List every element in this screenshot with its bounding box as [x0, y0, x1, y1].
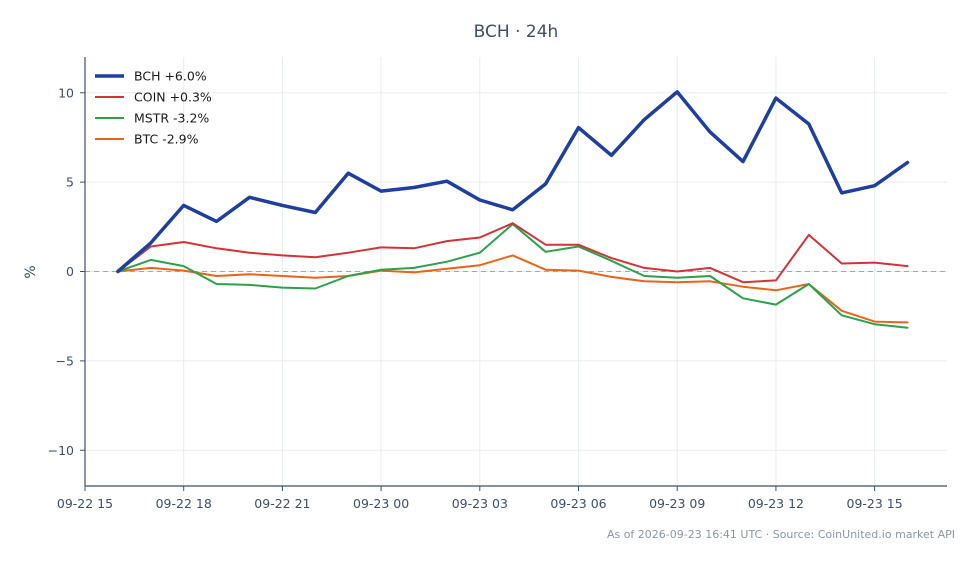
x-tick-label-5: 09-23 06	[550, 496, 606, 511]
x-axis-ticks: 09-22 15 09-22 18 09-22 21 09-23 00 09-23 03…	[57, 486, 903, 511]
y-tick-label-4: −10	[48, 443, 74, 458]
x-tick-label-8: 09-23 15	[847, 496, 903, 511]
series-line-coin	[116, 222, 909, 284]
chart-title: BCH · 24h	[474, 22, 559, 42]
legend-label-3: BTC -2.9%	[134, 132, 199, 147]
series-lines	[116, 90, 910, 329]
y-tick-label-3: −5	[56, 353, 74, 368]
x-tick-label-1: 09-22 18	[156, 496, 212, 511]
footer-source: As of 2026-09-23 16:41 UTC · Source: Coi…	[607, 528, 955, 541]
x-tick-label-7: 09-23 12	[748, 496, 804, 511]
x-tick-label-6: 09-23 09	[649, 496, 705, 511]
x-tick-label-2: 09-22 21	[254, 496, 310, 511]
x-tick-label-0: 09-22 15	[57, 496, 113, 511]
x-tick-label-3: 09-23 00	[353, 496, 409, 511]
y-tick-label-1: 5	[66, 175, 74, 190]
y-axis-label: %	[23, 265, 39, 278]
x-tick-label-4: 09-23 03	[452, 496, 508, 511]
series-line-btc	[116, 254, 909, 324]
y-tick-label-2: 0	[66, 264, 74, 279]
legend: BCH +6.0% COIN +0.3% MSTR -3.2% BTC -2.9%	[95, 69, 212, 147]
y-axis-ticks: 10 5 0 −5 −10	[48, 85, 85, 458]
legend-label-0: BCH +6.0%	[134, 69, 207, 84]
series-line-mstr	[116, 223, 909, 329]
y-tick-label-0: 10	[58, 85, 74, 100]
legend-label-2: MSTR -3.2%	[134, 111, 209, 126]
series-line-bch	[116, 90, 910, 274]
legend-label-1: COIN +0.3%	[134, 90, 212, 105]
